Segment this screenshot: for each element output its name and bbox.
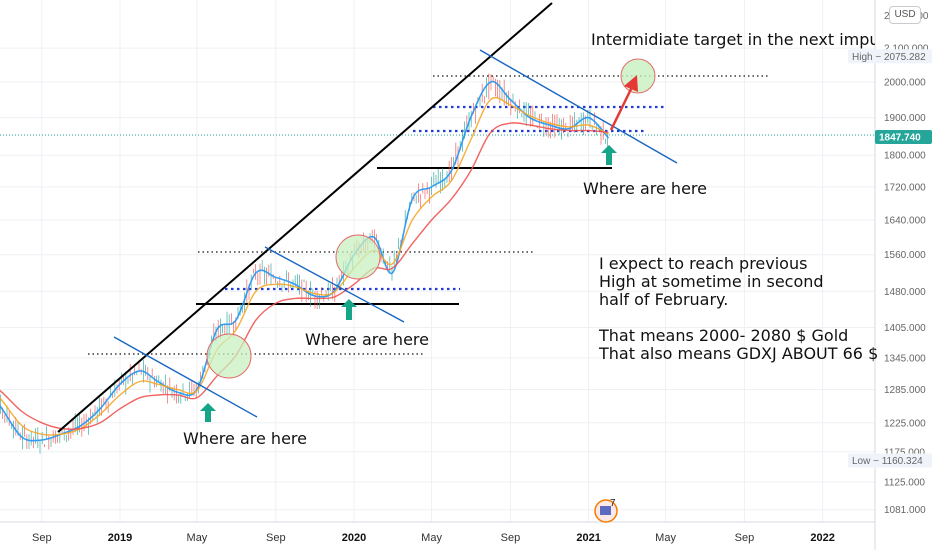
time-tick-label: Sep <box>32 532 52 544</box>
where-annotation: Where are here <box>183 429 307 448</box>
time-tick-label: Sep <box>266 532 286 544</box>
moving-averages <box>0 80 610 442</box>
price-tag-bg <box>875 130 932 145</box>
time-tick-label: 2021 <box>576 532 600 544</box>
target-circle <box>620 58 656 94</box>
price-tick-label: 1345.000 <box>884 353 926 364</box>
time-tick-label: May <box>421 532 442 544</box>
gridlines <box>0 0 875 522</box>
time-tick-label: May <box>187 532 208 544</box>
price-tags: High − 2075.282 1847.740 Low − 1160.324 <box>848 49 932 468</box>
price-tick-label: 1640.000 <box>884 215 926 226</box>
time-tick-label: 2019 <box>108 532 132 544</box>
up-arrow-icon <box>200 145 617 422</box>
target-annotation: Intermidiate target in the next impulse <box>591 30 875 49</box>
downtrend-line <box>264 246 405 323</box>
price-tick-label: 1720.000 <box>884 182 926 193</box>
time-tick-label: Sep <box>735 532 755 544</box>
time-tick-label: 2022 <box>810 532 834 544</box>
author-badge-icon: 7 <box>594 498 618 523</box>
note-line: half of February. <box>599 290 729 309</box>
trend-drawings: 7 <box>57 2 678 523</box>
series-line <box>0 96 609 436</box>
price-tick-label: 2000.000 <box>884 78 926 89</box>
svg-text:7: 7 <box>610 498 616 509</box>
note-line: That also means GDXJ ABOUT 66 $ <box>599 344 879 363</box>
series-line <box>0 80 610 442</box>
currency-button[interactable]: USD <box>889 6 921 24</box>
price-tag-bg <box>848 453 932 468</box>
price-tick-label: 1900.000 <box>884 113 926 124</box>
price-tick-label: 1081.000 <box>884 505 926 516</box>
downtrend-line <box>113 336 258 418</box>
forecast-note: I expect to reach previous High at somet… <box>599 255 878 363</box>
price-tick-label: 1175.000 <box>884 447 925 458</box>
note-line: I expect to reach previous <box>599 254 808 273</box>
series-line <box>0 122 609 430</box>
price-tick-label: 1225.000 <box>884 418 926 429</box>
time-tick-label: May <box>655 532 676 544</box>
price-tag-label: High − 2075.282 <box>852 52 926 63</box>
price-tick-label: 2,100.000 <box>884 44 929 55</box>
note-line <box>599 309 878 327</box>
price-tick-label: 1480.000 <box>884 287 926 298</box>
breakout-circle <box>335 234 381 280</box>
price-tick-label: 1405.000 <box>884 323 926 334</box>
time-tick-label: 2020 <box>342 532 366 544</box>
long-uptrend-line <box>57 2 553 433</box>
price-tick-label: 1800.000 <box>884 151 926 162</box>
note-line: High at sometime in second <box>599 272 824 291</box>
where-annotation: Where are here <box>305 330 429 349</box>
price-axis[interactable]: 2,200.0002,100.0002000.0001900.0001800.0… <box>884 11 929 516</box>
downtrend-line <box>479 49 678 164</box>
breakout-circle <box>206 333 252 379</box>
time-tick-label: Sep <box>501 532 521 544</box>
price-tag-bg <box>848 49 932 64</box>
note-line: That means 2000- 2080 $ Gold <box>599 326 849 345</box>
where-annotation: Where are here <box>583 179 707 198</box>
time-axis[interactable]: Sep 2019 May Sep 2020 May Sep 2021 May Sep 2022 <box>32 532 835 544</box>
target-arrow <box>609 84 635 131</box>
price-tick-label: 1285.000 <box>884 385 926 396</box>
price-tag-label: 1847.740 <box>879 133 921 144</box>
price-tick-label: 1125.000 <box>884 478 925 489</box>
target-arrow-head <box>624 75 638 92</box>
price-tag-label: Low − 1160.324 <box>852 456 923 467</box>
price-tick-label: 1560.000 <box>884 250 926 261</box>
